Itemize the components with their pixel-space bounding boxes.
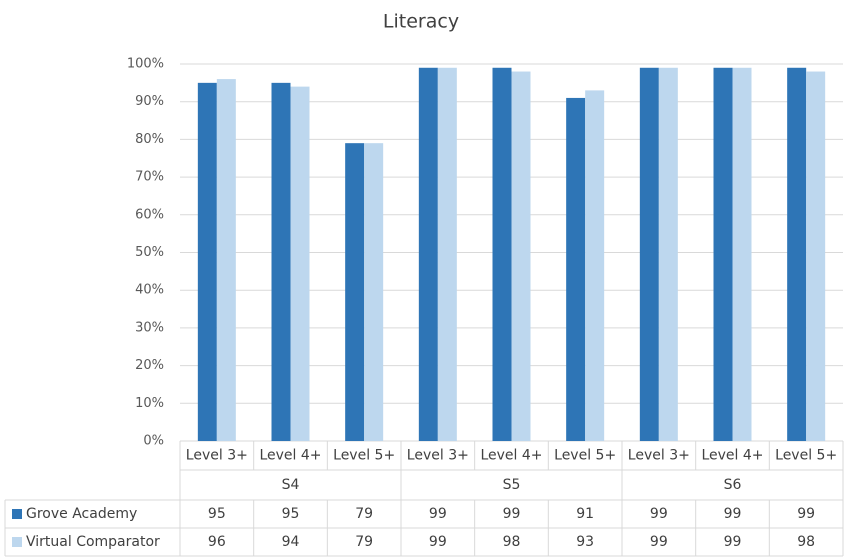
bar (732, 67, 752, 442)
bar (271, 82, 291, 441)
table-value: 79 (355, 534, 373, 550)
group-label: S5 (503, 477, 521, 493)
group-label: S6 (724, 477, 742, 493)
y-tick-label: 30% (135, 320, 164, 335)
legend-label: Virtual Comparator (26, 534, 160, 550)
x-tick-label: Level 4+ (480, 448, 542, 464)
bar (511, 71, 531, 441)
bar (585, 90, 605, 441)
bar (216, 79, 236, 441)
bar (806, 71, 826, 441)
y-tick-label: 0% (143, 434, 164, 449)
x-tick-label: Level 5+ (554, 448, 616, 464)
y-tick-label: 40% (135, 283, 164, 298)
table-value: 79 (355, 506, 373, 522)
table-value: 96 (208, 534, 226, 550)
bar (290, 86, 310, 442)
y-tick-label: 90% (135, 94, 164, 109)
y-tick-label: 10% (135, 396, 164, 411)
x-tick-label: Level 5+ (333, 448, 395, 464)
bar (492, 67, 512, 442)
y-tick-label: 50% (135, 245, 164, 260)
x-tick-label: Level 3+ (628, 448, 690, 464)
x-tick-label: Level 5+ (775, 448, 837, 464)
table-value: 91 (576, 506, 594, 522)
chart-title: Literacy (383, 11, 459, 33)
bar (197, 82, 217, 441)
y-tick-label: 80% (135, 132, 164, 147)
table-value: 99 (724, 534, 742, 550)
y-tick-label: 20% (135, 358, 164, 373)
table-value: 94 (282, 534, 300, 550)
x-tick-label: Level 3+ (186, 448, 248, 464)
group-label: S4 (282, 477, 300, 493)
y-tick-label: 70% (135, 170, 164, 185)
legend-swatch (12, 509, 22, 519)
bar (639, 67, 659, 442)
legend-label: Grove Academy (26, 506, 137, 522)
table-value: 99 (797, 506, 815, 522)
table-value: 98 (503, 534, 521, 550)
x-tick-label: Level 4+ (701, 448, 763, 464)
table-value: 95 (208, 506, 226, 522)
table-value: 99 (429, 506, 447, 522)
bar (418, 67, 438, 442)
bar (787, 67, 807, 442)
table-value: 99 (724, 506, 742, 522)
table-value: 95 (282, 506, 300, 522)
table-value: 98 (797, 534, 815, 550)
x-tick-label: Level 4+ (259, 448, 321, 464)
bar (713, 67, 733, 442)
table-value: 93 (576, 534, 594, 550)
bar (364, 143, 384, 442)
y-tick-label: 60% (135, 207, 164, 222)
bar (345, 143, 365, 442)
table-value: 99 (650, 534, 668, 550)
y-tick-label: 100% (127, 57, 164, 72)
legend-swatch (12, 537, 22, 547)
bar (566, 97, 586, 442)
bar (658, 67, 678, 442)
x-tick-label: Level 3+ (407, 448, 469, 464)
table-value: 99 (503, 506, 521, 522)
table-value: 99 (650, 506, 668, 522)
bar (437, 67, 457, 442)
table-value: 99 (429, 534, 447, 550)
